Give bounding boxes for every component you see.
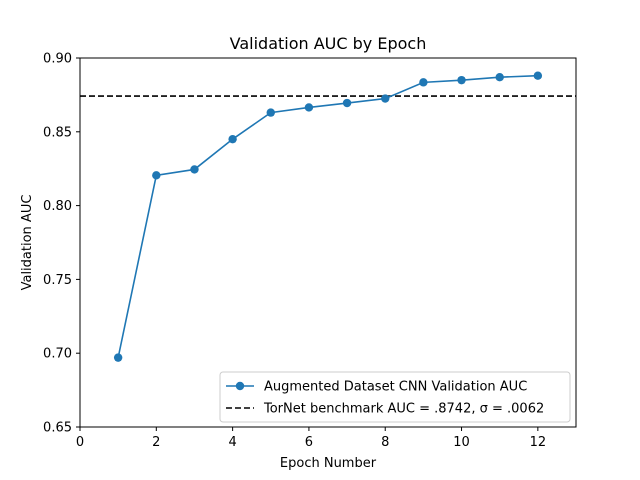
x-tick-label: 4 <box>228 435 236 450</box>
y-tick-label: 0.80 <box>43 199 72 214</box>
y-tick-label: 0.70 <box>43 347 72 362</box>
data-point <box>457 75 466 85</box>
legend: Augmented Dataset CNN Validation AUC TorN… <box>219 371 571 423</box>
series-group <box>113 71 543 362</box>
data-point <box>342 98 352 108</box>
data-point <box>495 72 504 82</box>
data-point <box>228 134 237 144</box>
data-point <box>266 108 275 117</box>
y-axis-ticks: 0.65 0.70 0.75 0.80 0.85 0.90 <box>43 52 80 436</box>
x-tick-label: 0 <box>76 435 84 450</box>
legend-benchmark-label: TorNet benchmark AUC = .8742, σ = .0062 <box>263 402 544 417</box>
data-point <box>381 94 390 103</box>
legend-series-marker <box>235 381 245 391</box>
x-tick-label: 6 <box>305 435 313 450</box>
plot-area <box>80 58 576 427</box>
x-axis-ticks: 0 2 4 6 8 10 12 <box>76 427 546 450</box>
x-tick-label: 8 <box>381 435 389 450</box>
y-tick-label: 0.85 <box>43 125 72 140</box>
legend-series-label: Augmented Dataset CNN Validation AUC <box>264 380 527 395</box>
plot-frame <box>79 57 577 428</box>
y-tick-label: 0.65 <box>43 421 72 436</box>
x-tick-label: 10 <box>453 435 470 450</box>
y-tick-label: 0.75 <box>43 273 72 288</box>
series-line <box>117 74 538 358</box>
y-axis-label: Validation AUC <box>20 195 35 291</box>
y-tick-label: 0.90 <box>43 52 72 67</box>
x-axis-label: Epoch Number <box>280 456 377 471</box>
data-point <box>190 165 199 174</box>
data-point <box>304 103 314 112</box>
data-point <box>113 353 123 362</box>
chart-title: Validation AUC by Epoch <box>230 34 427 53</box>
data-point <box>533 71 543 80</box>
legend-box <box>219 371 571 423</box>
x-tick-label: 2 <box>152 435 160 450</box>
data-point <box>152 171 161 180</box>
data-point <box>419 78 428 87</box>
x-tick-label: 12 <box>530 435 547 450</box>
